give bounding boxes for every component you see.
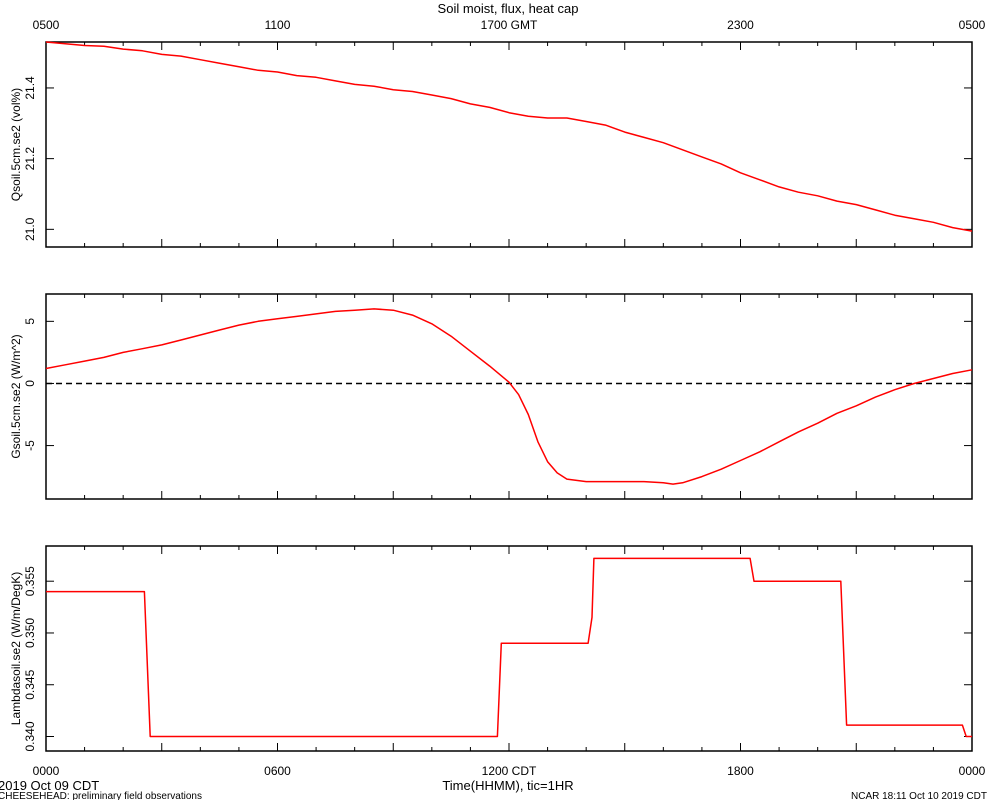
top-tick-label: 0500 <box>33 18 60 32</box>
bottom-tick-label: 1800 <box>727 764 754 778</box>
bottom-tick-label: 0000 <box>33 764 60 778</box>
chart-title: Soil moist, flux, heat cap <box>438 1 579 16</box>
y-tick-label: -5 <box>23 440 37 451</box>
y-axis-label: Gsoil.5cm.se2 (W/m^2) <box>9 334 23 458</box>
y-axis-label: Qsoil.5cm.se2 (vol%) <box>9 88 23 201</box>
footer-project: CHEESEHEAD: preliminary field observatio… <box>0 791 202 800</box>
panel-frame <box>45 41 973 248</box>
top-tick-label: 1100 <box>265 18 291 32</box>
panel-frame <box>45 293 973 500</box>
y-tick-label: 0.345 <box>23 669 37 699</box>
footer-date: 2019 Oct 09 CDT <box>0 778 99 793</box>
top-tick-label: 0500 <box>959 18 986 32</box>
y-tick-label: 0.350 <box>23 618 37 648</box>
y-tick-label: 0.340 <box>23 721 37 751</box>
y-tick-label: 21.2 <box>23 147 37 171</box>
bottom-tick-label: 1200 CDT <box>482 764 537 778</box>
y-tick-label: 21.0 <box>23 217 37 241</box>
y-tick-label: 0 <box>23 380 37 387</box>
series-line <box>46 557 972 738</box>
top-tick-label: 1700 GMT <box>481 18 538 32</box>
footer-credit: NCAR 18:11 Oct 10 2019 CDT <box>851 791 987 800</box>
x-axis-label: Time(HHMM), tic=1HR <box>442 778 573 793</box>
top-time-axis: 0500 1100 1700 GMT 2300 0500 <box>33 18 986 32</box>
series-line <box>45 308 973 485</box>
y-tick-label: 21.4 <box>23 76 37 100</box>
bottom-time-axis: 0000 0600 1200 CDT 1800 0000 <box>33 764 986 778</box>
y-axis-label: Lambdasoil.se2 (W/m/DegK) <box>9 572 23 725</box>
y-tick-label: 0.355 <box>23 566 37 596</box>
series-line <box>45 41 973 232</box>
bottom-tick-label: 0000 <box>959 764 986 778</box>
y-tick-label: 5 <box>23 318 37 325</box>
panel-2: -5 0 5 Gsoil.5cm.se2 (W/m^2) <box>9 293 973 500</box>
panel-frame <box>45 545 973 752</box>
top-tick-label: 2300 <box>727 18 754 32</box>
bottom-tick-label: 0600 <box>264 764 291 778</box>
